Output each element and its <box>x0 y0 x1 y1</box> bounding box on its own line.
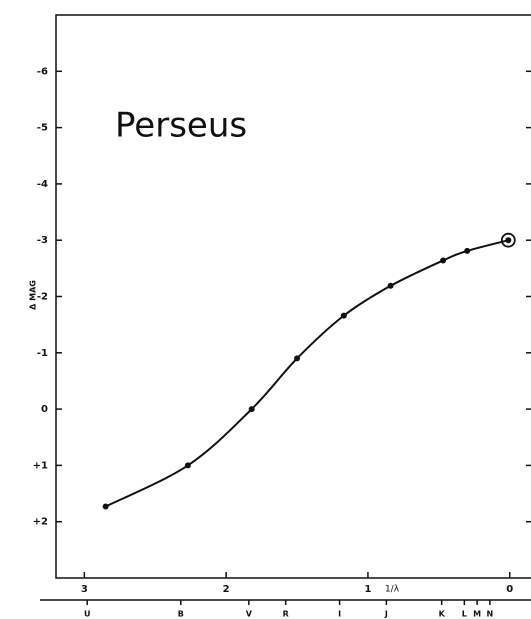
data-point <box>102 503 109 510</box>
plot-frame <box>55 14 531 579</box>
data-point <box>505 237 512 244</box>
y-tick-label: -1 <box>37 348 48 359</box>
x-tick-label: 2 <box>223 584 230 595</box>
data-point <box>248 406 255 413</box>
y-tick-label: -5 <box>37 123 48 134</box>
band-label: V <box>246 610 253 619</box>
y-tick-label: -4 <box>37 179 48 190</box>
band-label: K <box>439 610 446 619</box>
circled-point <box>500 232 516 248</box>
band-label: L <box>462 610 467 619</box>
curve <box>105 239 509 508</box>
x-axis-label: 1/λ <box>385 585 400 595</box>
y-tick-label: -6 <box>37 66 48 77</box>
x-tick-label: 1 <box>364 584 371 595</box>
chart-title: Perseus <box>115 106 247 146</box>
band-label: N <box>487 610 494 619</box>
band-label: U <box>84 610 91 619</box>
y-axis-label: Δ MAG <box>29 280 38 310</box>
data-point <box>440 257 447 264</box>
band-label: I <box>338 610 341 619</box>
band-label: R <box>283 610 289 619</box>
y-tick-label: 0 <box>41 404 48 415</box>
y-tick-label: +1 <box>33 460 48 471</box>
band-label: M <box>473 610 481 619</box>
data-point <box>464 247 471 254</box>
x-tick-label: 0 <box>506 584 513 595</box>
data-point <box>184 462 191 469</box>
x-tick-label: 3 <box>81 584 88 595</box>
y-tick-label: -2 <box>37 292 48 303</box>
band-label: B <box>178 610 184 619</box>
band-label: J <box>384 610 388 619</box>
data-point <box>387 282 394 289</box>
y-tick-label: -3 <box>37 235 48 246</box>
data-point <box>340 312 347 319</box>
data-point <box>294 355 301 362</box>
y-tick-label: +2 <box>33 517 48 528</box>
